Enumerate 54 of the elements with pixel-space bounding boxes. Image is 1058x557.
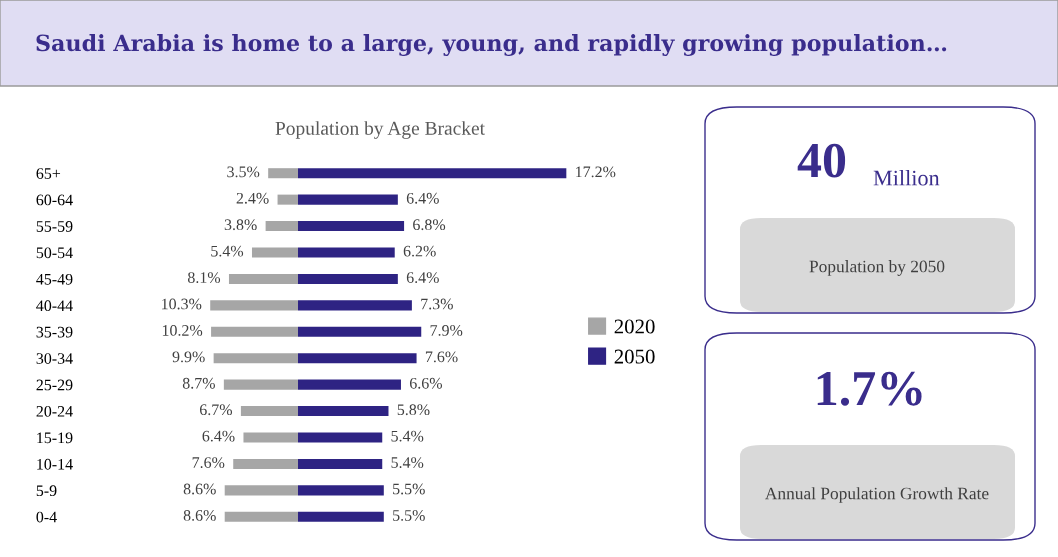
data-label: 2.4% [236,192,269,204]
data-label: 5.5% [393,483,425,495]
data-label: 5.5% [393,510,425,521]
y-tick-label: 0-4 [36,511,57,523]
y-tick-label: 40-44 [36,300,73,312]
y-tick-label: 35-39 [36,326,73,338]
bar [268,168,298,179]
data-label: 7.6% [192,457,225,468]
data-label: 5.8% [397,404,430,416]
data-label: 7.3% [421,298,453,310]
y-tick-label: 55-59 [36,221,73,232]
data-label: 6.4% [202,430,235,442]
data-label: 8.7% [182,377,215,389]
data-label: 6.4% [406,272,439,283]
y-tick-label: 60-64 [36,194,73,206]
data-label: 6.6% [409,377,443,389]
data-label: 10.2% [162,325,203,336]
data-label: 5.4% [391,430,424,442]
text: Population by 2050 [809,260,945,276]
data-label: 7.9% [430,325,463,336]
text: Saudi Arabia is home to a large, young, and rapidly growing population… [36,34,947,56]
data-label: 3.8% [224,219,257,231]
y-tick-label: 5-9 [36,485,57,497]
data-label: 17.2% [576,166,616,178]
text: 1.7% [817,371,922,406]
data-label: 6.2% [403,245,436,257]
data-label: 8.6% [183,483,216,495]
data-label: 10.3% [162,298,202,310]
data-label: 8.1% [187,272,221,283]
data-label: 5.4% [391,457,424,468]
text: Million [873,169,940,186]
y-tick-label: 45-49 [36,273,73,285]
y-tick-label: 50-54 [36,247,73,259]
text: 40 [797,143,846,178]
data-label: 6.4% [406,192,439,204]
y-tick-label: 65+ [36,168,61,179]
data-label: 6.8% [413,219,446,231]
y-tick-label: 15-19 [37,432,73,444]
data-label: 3.5% [227,166,260,178]
bar [277,194,298,205]
y-tick-label: 30-34 [36,353,73,364]
data-label: 6.7% [199,404,233,416]
data-label: 7.6% [425,351,458,363]
y-tick-label: 20-24 [36,405,73,417]
text: Annual Population Growth Rate [765,487,989,503]
y-tick-label: 10-14 [37,458,73,470]
legend-label: 2020 [614,319,655,334]
legend-label: 2050 [614,349,655,364]
bar [265,221,298,232]
y-tick-label: 25-29 [36,379,73,391]
data-label: 9.9% [172,351,205,363]
text: Population by Age Bracket [275,121,485,139]
data-label: 5.4% [211,245,244,257]
data-label: 8.6% [183,510,216,521]
